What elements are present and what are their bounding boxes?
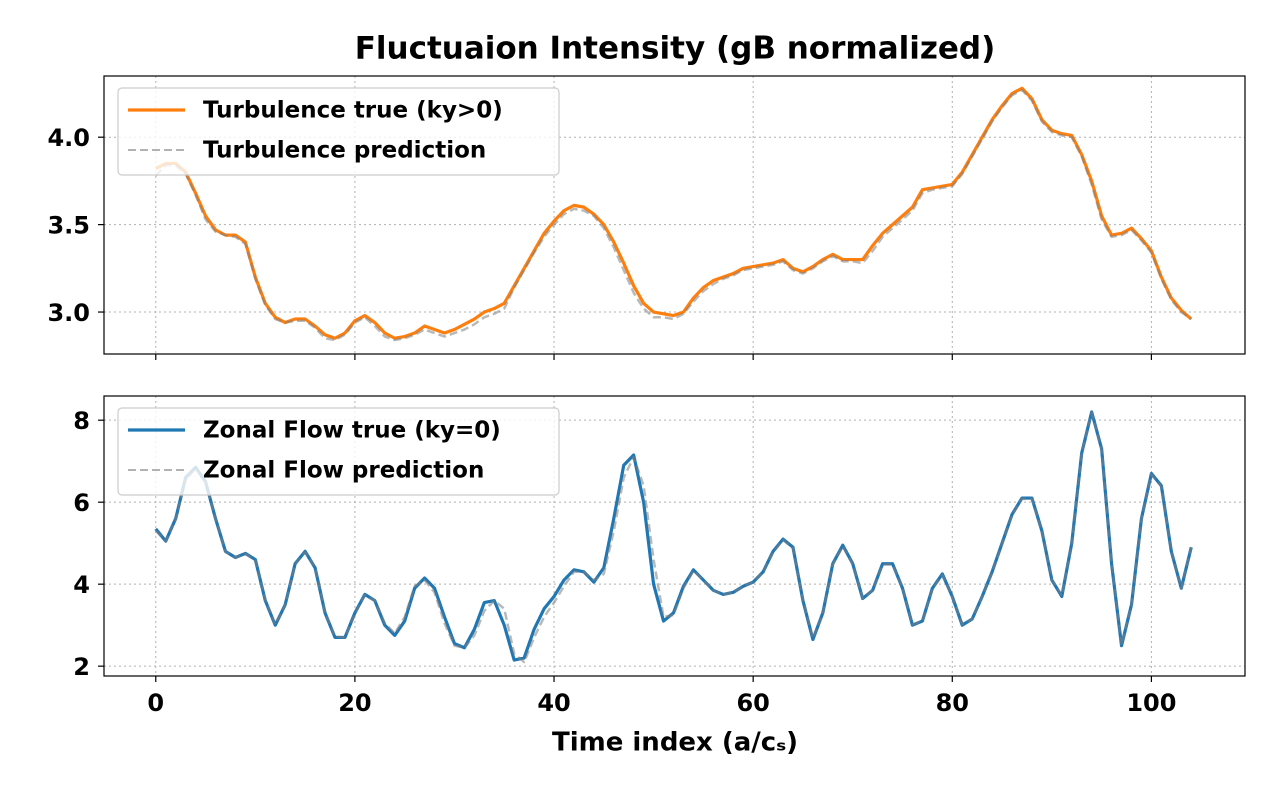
legend: Zonal Flow true (ky=0) Zonal Flow predict…: [117, 407, 560, 496]
x-tick-label: 20: [338, 689, 371, 717]
legend-box: [117, 87, 560, 176]
legend-label: Turbulence prediction: [203, 138, 486, 164]
x-tick-label: 0: [147, 689, 164, 717]
y-tick-label: 3.0: [47, 299, 90, 327]
x-tick-label: 60: [736, 689, 769, 717]
x-tick-label: 100: [1126, 689, 1176, 717]
plot-area: [154, 86, 1193, 342]
series-line: [154, 411, 1193, 664]
axes-frame: [103, 395, 1246, 677]
axes-frame: [103, 75, 1246, 355]
legend-box: [117, 407, 560, 496]
y-tick-label: 4.0: [47, 124, 90, 152]
y-tick-label: 2: [73, 653, 90, 681]
legend-label: Zonal Flow prediction: [203, 458, 484, 484]
legend-label: Zonal Flow true (ky=0): [203, 418, 501, 444]
y-tick-label: 4: [73, 571, 90, 599]
plot-area: [154, 410, 1193, 664]
x-tick-label: 80: [936, 689, 969, 717]
y-tick-label: 8: [73, 407, 90, 435]
x-axis-label: Time index (a/cₛ): [552, 728, 798, 758]
y-tick-label: 3.5: [47, 212, 90, 240]
legend: Turbulence true (ky>0) Turbulence predict…: [117, 87, 560, 176]
legend-label: Turbulence true (ky>0): [203, 98, 503, 124]
chart-title: Fluctuaion Intensity (gB normalized): [355, 31, 996, 67]
series-line: [154, 88, 1192, 342]
series-line: [155, 86, 1193, 340]
x-tick-label: 40: [537, 689, 570, 717]
y-tick-label: 6: [73, 489, 90, 517]
